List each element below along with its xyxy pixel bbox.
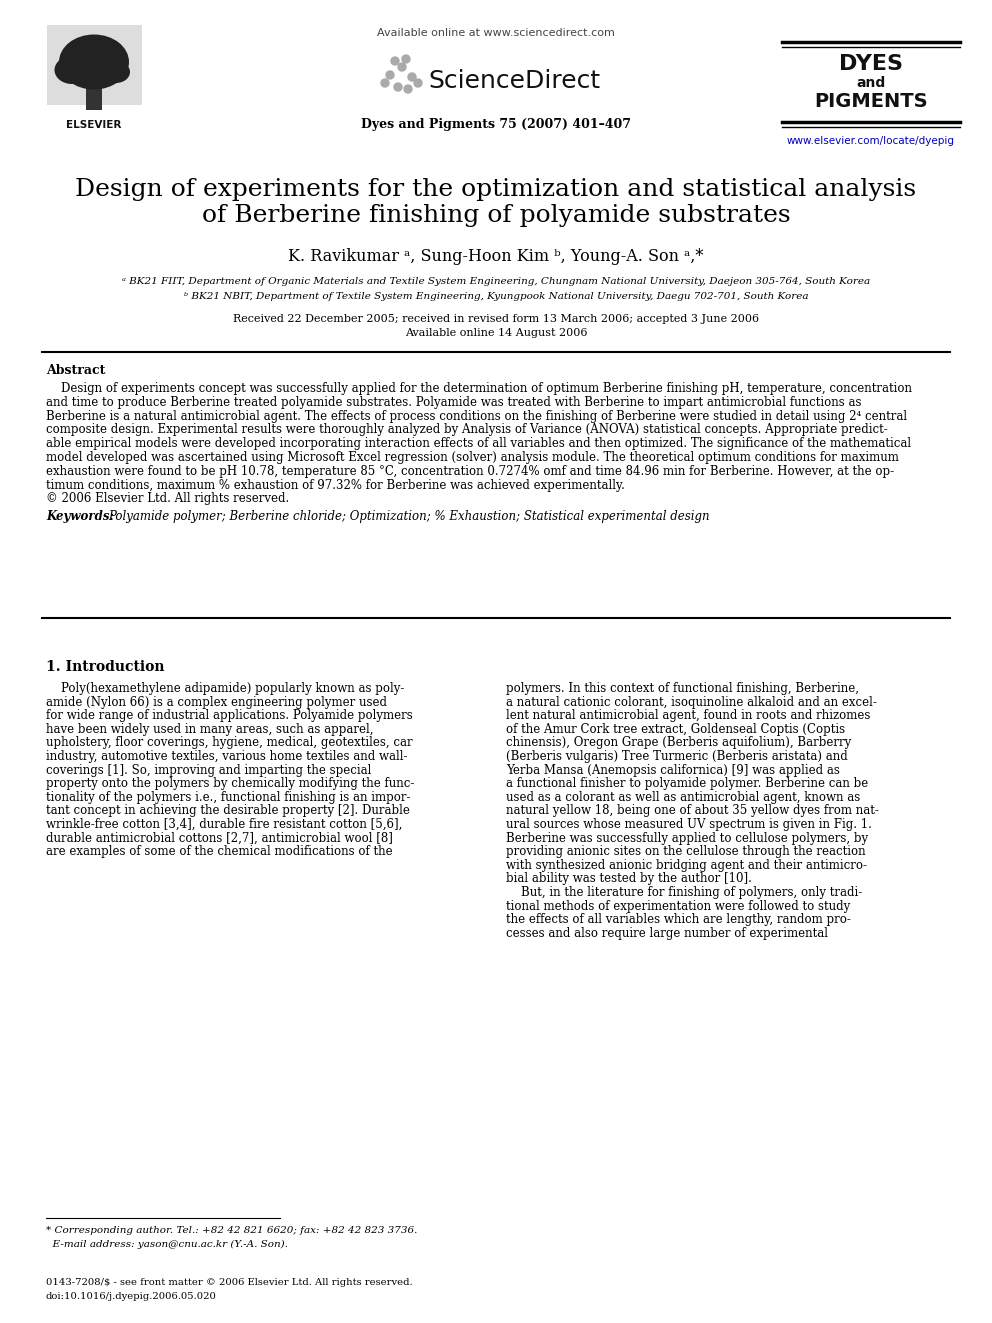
Text: model developed was ascertained using Microsoft Excel regression (solver) analys: model developed was ascertained using Mi…	[46, 451, 899, 464]
Circle shape	[398, 64, 406, 71]
Bar	[47, 25, 142, 105]
Text: providing anionic sites on the cellulose through the reaction: providing anionic sites on the cellulose…	[506, 845, 866, 859]
Text: and time to produce Berberine treated polyamide substrates. Polyamide was treate: and time to produce Berberine treated po…	[46, 396, 861, 409]
Text: upholstery, floor coverings, hygiene, medical, geotextiles, car: upholstery, floor coverings, hygiene, me…	[46, 737, 413, 749]
Text: and: and	[856, 75, 886, 90]
Text: E-mail address: yason@cnu.ac.kr (Y.-A. Son).: E-mail address: yason@cnu.ac.kr (Y.-A. S…	[46, 1240, 288, 1249]
Text: tional methods of experimentation were followed to study: tional methods of experimentation were f…	[506, 900, 850, 913]
Text: amide (Nylon 66) is a complex engineering polymer used: amide (Nylon 66) is a complex engineerin…	[46, 696, 387, 709]
Text: Abstract: Abstract	[46, 364, 105, 377]
Text: But, in the literature for finishing of polymers, only tradi-: But, in the literature for finishing of …	[506, 886, 862, 900]
Text: of Berberine finishing of polyamide substrates: of Berberine finishing of polyamide subs…	[201, 204, 791, 228]
Text: are examples of some of the chemical modifications of the: are examples of some of the chemical mod…	[46, 845, 393, 859]
Text: Poly(hexamethylene adipamide) popularly known as poly-: Poly(hexamethylene adipamide) popularly …	[46, 681, 405, 695]
Text: Design of experiments for the optimization and statistical analysis: Design of experiments for the optimizati…	[75, 179, 917, 201]
Text: Available online 14 August 2006: Available online 14 August 2006	[405, 328, 587, 337]
Text: natural yellow 18, being one of about 35 yellow dyes from nat-: natural yellow 18, being one of about 35…	[506, 804, 879, 818]
Text: bial ability was tested by the author [10].: bial ability was tested by the author [1…	[506, 872, 752, 885]
Text: Berberine is a natural antimicrobial agent. The effects of process conditions on: Berberine is a natural antimicrobial age…	[46, 410, 907, 422]
Circle shape	[386, 71, 394, 79]
Text: of the Amur Cork tree extract, Goldenseal Coptis (Coptis: of the Amur Cork tree extract, Goldensea…	[506, 722, 845, 736]
Text: Polyamide polymer; Berberine chloride; Optimization; % Exhaustion; Statistical e: Polyamide polymer; Berberine chloride; O…	[108, 511, 709, 523]
Text: 1. Introduction: 1. Introduction	[46, 660, 165, 673]
Text: wrinkle-free cotton [3,4], durable fire resistant cotton [5,6],: wrinkle-free cotton [3,4], durable fire …	[46, 818, 403, 831]
Ellipse shape	[55, 56, 89, 83]
Ellipse shape	[102, 61, 130, 83]
Text: ural sources whose measured UV spectrum is given in Fig. 1.: ural sources whose measured UV spectrum …	[506, 818, 872, 831]
Text: exhaustion were found to be pH 10.78, temperature 85 °C, concentration 0.7274% o: exhaustion were found to be pH 10.78, te…	[46, 464, 894, 478]
Text: Design of experiments concept was successfully applied for the determination of : Design of experiments concept was succes…	[46, 382, 912, 396]
Text: tant concept in achieving the desirable property [2]. Durable: tant concept in achieving the desirable …	[46, 804, 410, 818]
Circle shape	[414, 79, 422, 87]
Text: durable antimicrobial cottons [2,7], antimicrobial wool [8]: durable antimicrobial cottons [2,7], ant…	[46, 832, 393, 844]
Text: 0143-7208/$ - see front matter © 2006 Elsevier Ltd. All rights reserved.: 0143-7208/$ - see front matter © 2006 El…	[46, 1278, 413, 1287]
Text: for wide range of industrial applications. Polyamide polymers: for wide range of industrial application…	[46, 709, 413, 722]
Circle shape	[404, 85, 412, 93]
Text: (Berberis vulgaris) Tree Turmeric (Berberis aristata) and: (Berberis vulgaris) Tree Turmeric (Berbe…	[506, 750, 848, 763]
Text: timum conditions, maximum % exhaustion of 97.32% for Berberine was achieved expe: timum conditions, maximum % exhaustion o…	[46, 479, 625, 492]
Text: ELSEVIER: ELSEVIER	[66, 120, 122, 130]
Text: Berberine was successfully applied to cellulose polymers, by: Berberine was successfully applied to ce…	[506, 832, 868, 844]
Text: ScienceDirect: ScienceDirect	[428, 69, 600, 93]
Ellipse shape	[59, 34, 129, 90]
Text: composite design. Experimental results were thoroughly analyzed by Analysis of V: composite design. Experimental results w…	[46, 423, 888, 437]
Text: © 2006 Elsevier Ltd. All rights reserved.: © 2006 Elsevier Ltd. All rights reserved…	[46, 492, 290, 505]
Text: a functional finisher to polyamide polymer. Berberine can be: a functional finisher to polyamide polym…	[506, 777, 868, 790]
Text: industry, automotive textiles, various home textiles and wall-: industry, automotive textiles, various h…	[46, 750, 408, 763]
Circle shape	[391, 57, 399, 65]
Text: lent natural antimicrobial agent, found in roots and rhizomes: lent natural antimicrobial agent, found …	[506, 709, 870, 722]
Text: Dyes and Pigments 75 (2007) 401–407: Dyes and Pigments 75 (2007) 401–407	[361, 118, 631, 131]
Text: Keywords:: Keywords:	[46, 511, 118, 523]
Text: have been widely used in many areas, such as apparel,: have been widely used in many areas, suc…	[46, 722, 374, 736]
Text: cesses and also require large number of experimental: cesses and also require large number of …	[506, 927, 828, 939]
Text: www.elsevier.com/locate/dyepig: www.elsevier.com/locate/dyepig	[787, 136, 955, 146]
Text: used as a colorant as well as antimicrobial agent, known as: used as a colorant as well as antimicrob…	[506, 791, 860, 804]
Text: Available online at www.sciencedirect.com: Available online at www.sciencedirect.co…	[377, 28, 615, 38]
Text: ᵇ BK21 NBIT, Department of Textile System Engineering, Kyungpook National Univer: ᵇ BK21 NBIT, Department of Textile Syste…	[184, 292, 808, 302]
Text: property onto the polymers by chemically modifying the func-: property onto the polymers by chemically…	[46, 777, 415, 790]
Text: doi:10.1016/j.dyepig.2006.05.020: doi:10.1016/j.dyepig.2006.05.020	[46, 1293, 217, 1301]
Text: able empirical models were developed incorporating interaction effects of all va: able empirical models were developed inc…	[46, 437, 911, 450]
Text: * Corresponding author. Tel.: +82 42 821 6620; fax: +82 42 823 3736.: * Corresponding author. Tel.: +82 42 821…	[46, 1226, 418, 1234]
Circle shape	[402, 56, 410, 64]
Text: DYES: DYES	[839, 54, 903, 74]
Text: ᵃ BK21 FIIT, Department of Organic Materials and Textile System Engineering, Chu: ᵃ BK21 FIIT, Department of Organic Mater…	[122, 277, 870, 286]
Bar	[86, 85, 102, 110]
Text: polymers. In this context of functional finishing, Berberine,: polymers. In this context of functional …	[506, 681, 859, 695]
Text: K. Ravikumar ᵃ, Sung-Hoon Kim ᵇ, Young-A. Son ᵃ,*: K. Ravikumar ᵃ, Sung-Hoon Kim ᵇ, Young-A…	[289, 247, 703, 265]
Circle shape	[408, 73, 416, 81]
Text: with synthesized anionic bridging agent and their antimicro-: with synthesized anionic bridging agent …	[506, 859, 867, 872]
Text: a natural cationic colorant, isoquinoline alkaloid and an excel-: a natural cationic colorant, isoquinolin…	[506, 696, 877, 709]
Text: chinensis), Oregon Grape (Berberis aquifolium), Barberry: chinensis), Oregon Grape (Berberis aquif…	[506, 737, 851, 749]
Text: Yerba Mansa (Anemopsis californica) [9] was applied as: Yerba Mansa (Anemopsis californica) [9] …	[506, 763, 840, 777]
Circle shape	[381, 79, 389, 87]
Text: coverings [1]. So, improving and imparting the special: coverings [1]. So, improving and imparti…	[46, 763, 371, 777]
Circle shape	[394, 83, 402, 91]
Text: PIGMENTS: PIGMENTS	[814, 93, 928, 111]
Text: tionality of the polymers i.e., functional finishing is an impor-: tionality of the polymers i.e., function…	[46, 791, 411, 804]
Text: the effects of all variables which are lengthy, random pro-: the effects of all variables which are l…	[506, 913, 851, 926]
Text: Received 22 December 2005; received in revised form 13 March 2006; accepted 3 Ju: Received 22 December 2005; received in r…	[233, 314, 759, 324]
